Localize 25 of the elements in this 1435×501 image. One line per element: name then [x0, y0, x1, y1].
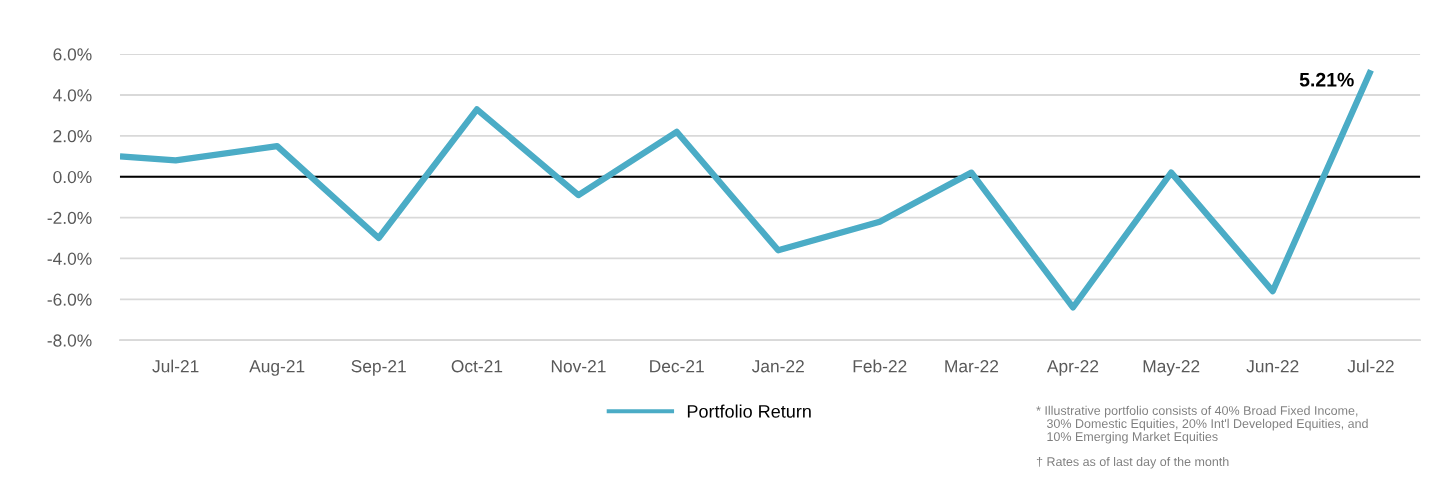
x-tick-label: Mar-22: [945, 360, 999, 373]
x-tick-label: Apr-22: [1046, 360, 1099, 376]
x-tick-label: Aug-21: [249, 360, 305, 376]
y-tick-label: 2.0%: [53, 130, 92, 143]
y-tick-label: -4.0%: [47, 252, 92, 265]
x-tick-label: Sep-21: [351, 360, 406, 376]
x-tick-label: Jul-22: [1347, 359, 1394, 373]
text: † Rates as of last day of the month: [1036, 456, 1229, 469]
y-tick-label: -8.0%: [47, 334, 92, 347]
x-tick-label: May-22: [1143, 360, 1200, 376]
x-tick-label: Oct-21: [451, 360, 503, 373]
y-tick-label: 4.0%: [53, 89, 92, 102]
x-tick-label: Feb-22: [853, 359, 907, 373]
y-tick-label: 0.0%: [53, 170, 92, 184]
legend-label: Portfolio Return: [687, 404, 811, 418]
annotation: 5.21%: [1299, 72, 1354, 87]
x-tick-label: Jun-22: [1246, 360, 1299, 373]
x-tick-label: Jan-22: [751, 360, 804, 373]
x-tick-label: Nov-21: [551, 360, 606, 373]
y-tick-label: -6.0%: [47, 293, 92, 306]
y-tick-label: 6.0%: [53, 48, 92, 61]
x-tick-label: Jul-21: [152, 359, 199, 373]
x-tick-label: Dec-21: [650, 360, 704, 373]
text: * Illustrative portfolio consists of 40% Broad Fixed Income, 30% Domestic Equities, 20% Int'l Developed Equities, and 10% Emerging Market Equities: [1036, 405, 1368, 444]
y-tick-label: -2.0%: [47, 211, 92, 225]
